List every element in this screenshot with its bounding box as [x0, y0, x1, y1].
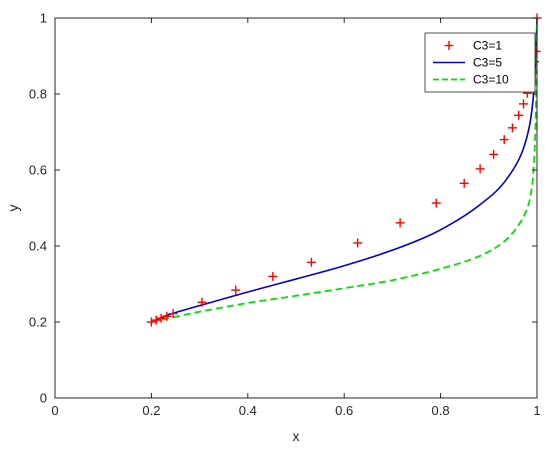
series-0-point [499, 135, 509, 145]
series-0-point [156, 313, 166, 323]
axes-frame [54, 17, 538, 399]
legend-label-0: C3=1 [473, 39, 502, 53]
series-0-point [306, 257, 316, 267]
legend: C3=1 C3=5 C3=10 [424, 32, 536, 93]
y-tick-label: 0 [40, 391, 47, 406]
series-0-point [475, 164, 485, 174]
y-tick-label: 1 [40, 11, 47, 26]
x-tick-label: 0.2 [142, 403, 160, 418]
x-tick-label: 0.6 [335, 403, 353, 418]
y-tick-label: 0.2 [29, 315, 47, 330]
series-0-point [519, 99, 529, 109]
series-0-point [431, 198, 441, 208]
legend-label-2: C3=10 [473, 73, 509, 87]
series-line-2 [151, 17, 538, 323]
series-0-point [459, 178, 469, 188]
y-tick-label: 0.8 [29, 87, 47, 102]
y-tick-label: 0.6 [29, 163, 47, 178]
series-0-point [353, 238, 363, 248]
series-0-point [507, 123, 517, 133]
series-0-point [395, 218, 405, 228]
series-0-point [168, 309, 178, 319]
series-0-point [197, 297, 207, 307]
axes-layer: 0 0.2 0.4 0.6 0.8 1 0 0.2 0.4 0.6 0.8 1 [29, 11, 541, 419]
x-tick-label: 0.8 [432, 403, 450, 418]
x-axis-label: x [293, 428, 300, 444]
legend-marker-0 [444, 41, 454, 50]
x-tick-label: 0 [51, 403, 58, 418]
series-0-point [151, 315, 161, 325]
y-axis-label: y [5, 205, 21, 212]
y-tick-label: 0.4 [29, 239, 47, 254]
series-0-point [146, 317, 156, 327]
series-layer [146, 13, 542, 327]
x-tick-label: 0.4 [239, 403, 257, 418]
series-0-point [514, 110, 524, 120]
series-0-point [231, 285, 241, 295]
series-0-point [162, 311, 172, 321]
series-0-point [268, 271, 278, 281]
x-tick-label: 1 [533, 403, 540, 418]
series-0-point [489, 149, 499, 159]
series-line-1 [151, 17, 538, 323]
legend-label-1: C3=5 [473, 56, 502, 70]
